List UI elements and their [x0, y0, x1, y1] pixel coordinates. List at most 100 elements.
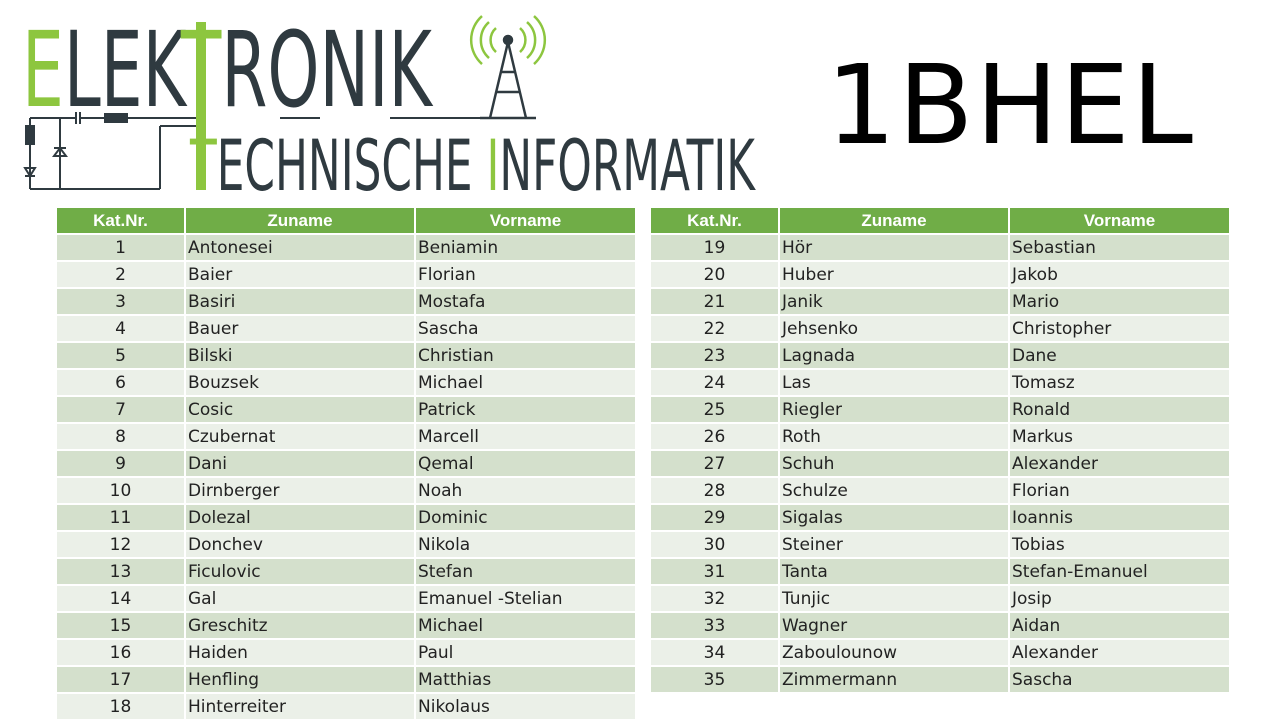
zuname-cell: Hinterreiter: [185, 693, 416, 721]
kat-nr-cell: 30: [651, 531, 780, 559]
zuname-cell: Bauer: [185, 315, 416, 343]
zuname-cell: Haiden: [185, 639, 416, 667]
zuname-cell: Henfling: [185, 666, 416, 694]
zuname-cell: Cosic: [185, 396, 416, 424]
zuname-cell: Sigalas: [779, 504, 1010, 532]
table-row: 1 Antonesei Beniamin: [57, 234, 637, 262]
kat-nr-cell: 11: [57, 504, 186, 532]
logo-line-elektronik: ELEKTRONIK: [22, 14, 434, 131]
zuname-cell: Donchev: [185, 531, 416, 559]
vorname-cell: Mostafa: [415, 288, 637, 316]
zuname-cell: Baier: [185, 261, 416, 289]
vorname-cell: Aidan: [1009, 612, 1231, 640]
vorname-cell: Beniamin: [415, 234, 637, 262]
kat-nr-cell: 4: [57, 315, 186, 343]
kat-nr-cell: 26: [651, 423, 780, 451]
zuname-cell: Huber: [779, 261, 1010, 289]
vorname-cell: Alexander: [1009, 450, 1231, 478]
kat-nr-cell: 20: [651, 261, 780, 289]
zuname-cell: Wagner: [779, 612, 1010, 640]
zuname-cell: Steiner: [779, 531, 1010, 559]
zuname-cell: Jehsenko: [779, 315, 1010, 343]
zuname-cell: Basiri: [185, 288, 416, 316]
table-row: 27 Schuh Alexander: [651, 450, 1231, 478]
kat-nr-cell: 14: [57, 585, 186, 613]
kat-nr-cell: 2: [57, 261, 186, 289]
header-zuname: Zuname: [779, 208, 1010, 235]
table-row: 22 Jehsenko Christopher: [651, 315, 1231, 343]
kat-nr-cell: 7: [57, 396, 186, 424]
table-row: 28 Schulze Florian: [651, 477, 1231, 505]
vorname-cell: Tomasz: [1009, 369, 1231, 397]
vorname-cell: Nikola: [415, 531, 637, 559]
kat-nr-cell: 33: [651, 612, 780, 640]
vorname-cell: Michael: [415, 369, 637, 397]
vorname-cell: Sebastian: [1009, 234, 1231, 262]
table-row: 30 Steiner Tobias: [651, 531, 1231, 559]
table-row: 25 Riegler Ronald: [651, 396, 1231, 424]
table-row: 24 Las Tomasz: [651, 369, 1231, 397]
zuname-cell: Janik: [779, 288, 1010, 316]
vorname-cell: Mario: [1009, 288, 1231, 316]
table-row: 9 Dani Qemal: [57, 450, 637, 478]
vorname-cell: Florian: [1009, 477, 1231, 505]
zuname-cell: Ficulovic: [185, 558, 416, 586]
kat-nr-cell: 19: [651, 234, 780, 262]
vorname-cell: Markus: [1009, 423, 1231, 451]
student-table-left: Kat.Nr. Zuname Vorname 1 Antonesei Beniami…: [57, 208, 637, 721]
table-row: 33 Wagner Aidan: [651, 612, 1231, 640]
class-title: 1BHEL: [826, 41, 1195, 169]
zuname-cell: Tunjic: [779, 585, 1010, 613]
table-row: 2 Baier Florian: [57, 261, 637, 289]
kat-nr-cell: 24: [651, 369, 780, 397]
table-row: 18 Hinterreiter Nikolaus: [57, 693, 637, 721]
zuname-cell: Dolezal: [185, 504, 416, 532]
vorname-cell: Paul: [415, 639, 637, 667]
kat-nr-cell: 9: [57, 450, 186, 478]
vorname-cell: Florian: [415, 261, 637, 289]
vorname-cell: Sascha: [1009, 666, 1231, 694]
kat-nr-cell: 35: [651, 666, 780, 694]
table-row: 3 Basiri Mostafa: [57, 288, 637, 316]
table-row: 21 Janik Mario: [651, 288, 1231, 316]
kat-nr-cell: 1: [57, 234, 186, 262]
table-body: 1 Antonesei Beniamin 2 Baier Florian 3 Basiri Mo…: [57, 234, 637, 721]
table-row: 11 Dolezal Dominic: [57, 504, 637, 532]
vorname-cell: Qemal: [415, 450, 637, 478]
header-vorname: Vorname: [415, 208, 637, 235]
zuname-cell: Roth: [779, 423, 1010, 451]
table-row: 19 Hör Sebastian: [651, 234, 1231, 262]
kat-nr-cell: 5: [57, 342, 186, 370]
kat-nr-cell: 18: [57, 693, 186, 721]
kat-nr-cell: 32: [651, 585, 780, 613]
kat-nr-cell: 31: [651, 558, 780, 586]
vorname-cell: Josip: [1009, 585, 1231, 613]
zuname-cell: Bouzsek: [185, 369, 416, 397]
kat-nr-cell: 23: [651, 342, 780, 370]
circuit-graphic: [23, 112, 490, 190]
header-zuname: Zuname: [185, 208, 416, 235]
zuname-cell: Tanta: [779, 558, 1010, 586]
kat-nr-cell: 16: [57, 639, 186, 667]
zuname-cell: Riegler: [779, 396, 1010, 424]
table-row: 35 Zimmermann Sascha: [651, 666, 1231, 694]
vorname-cell: Noah: [415, 477, 637, 505]
table-row: 17 Henfling Matthias: [57, 666, 637, 694]
logo-t-accent: [196, 22, 206, 190]
table-row: 13 Ficulovic Stefan: [57, 558, 637, 586]
kat-nr-cell: 34: [651, 639, 780, 667]
table-row: 5 Bilski Christian: [57, 342, 637, 370]
zuname-cell: Greschitz: [185, 612, 416, 640]
vorname-cell: Nikolaus: [415, 693, 637, 721]
header-kat-nr: Kat.Nr.: [651, 208, 780, 235]
kat-nr-cell: 27: [651, 450, 780, 478]
vorname-cell: Christian: [415, 342, 637, 370]
kat-nr-cell: 29: [651, 504, 780, 532]
table-row: 6 Bouzsek Michael: [57, 369, 637, 397]
kat-nr-cell: 15: [57, 612, 186, 640]
zuname-cell: Hör: [779, 234, 1010, 262]
table-row: 26 Roth Markus: [651, 423, 1231, 451]
zuname-cell: Czubernat: [185, 423, 416, 451]
kat-nr-cell: 10: [57, 477, 186, 505]
table-row: 4 Bauer Sascha: [57, 315, 637, 343]
